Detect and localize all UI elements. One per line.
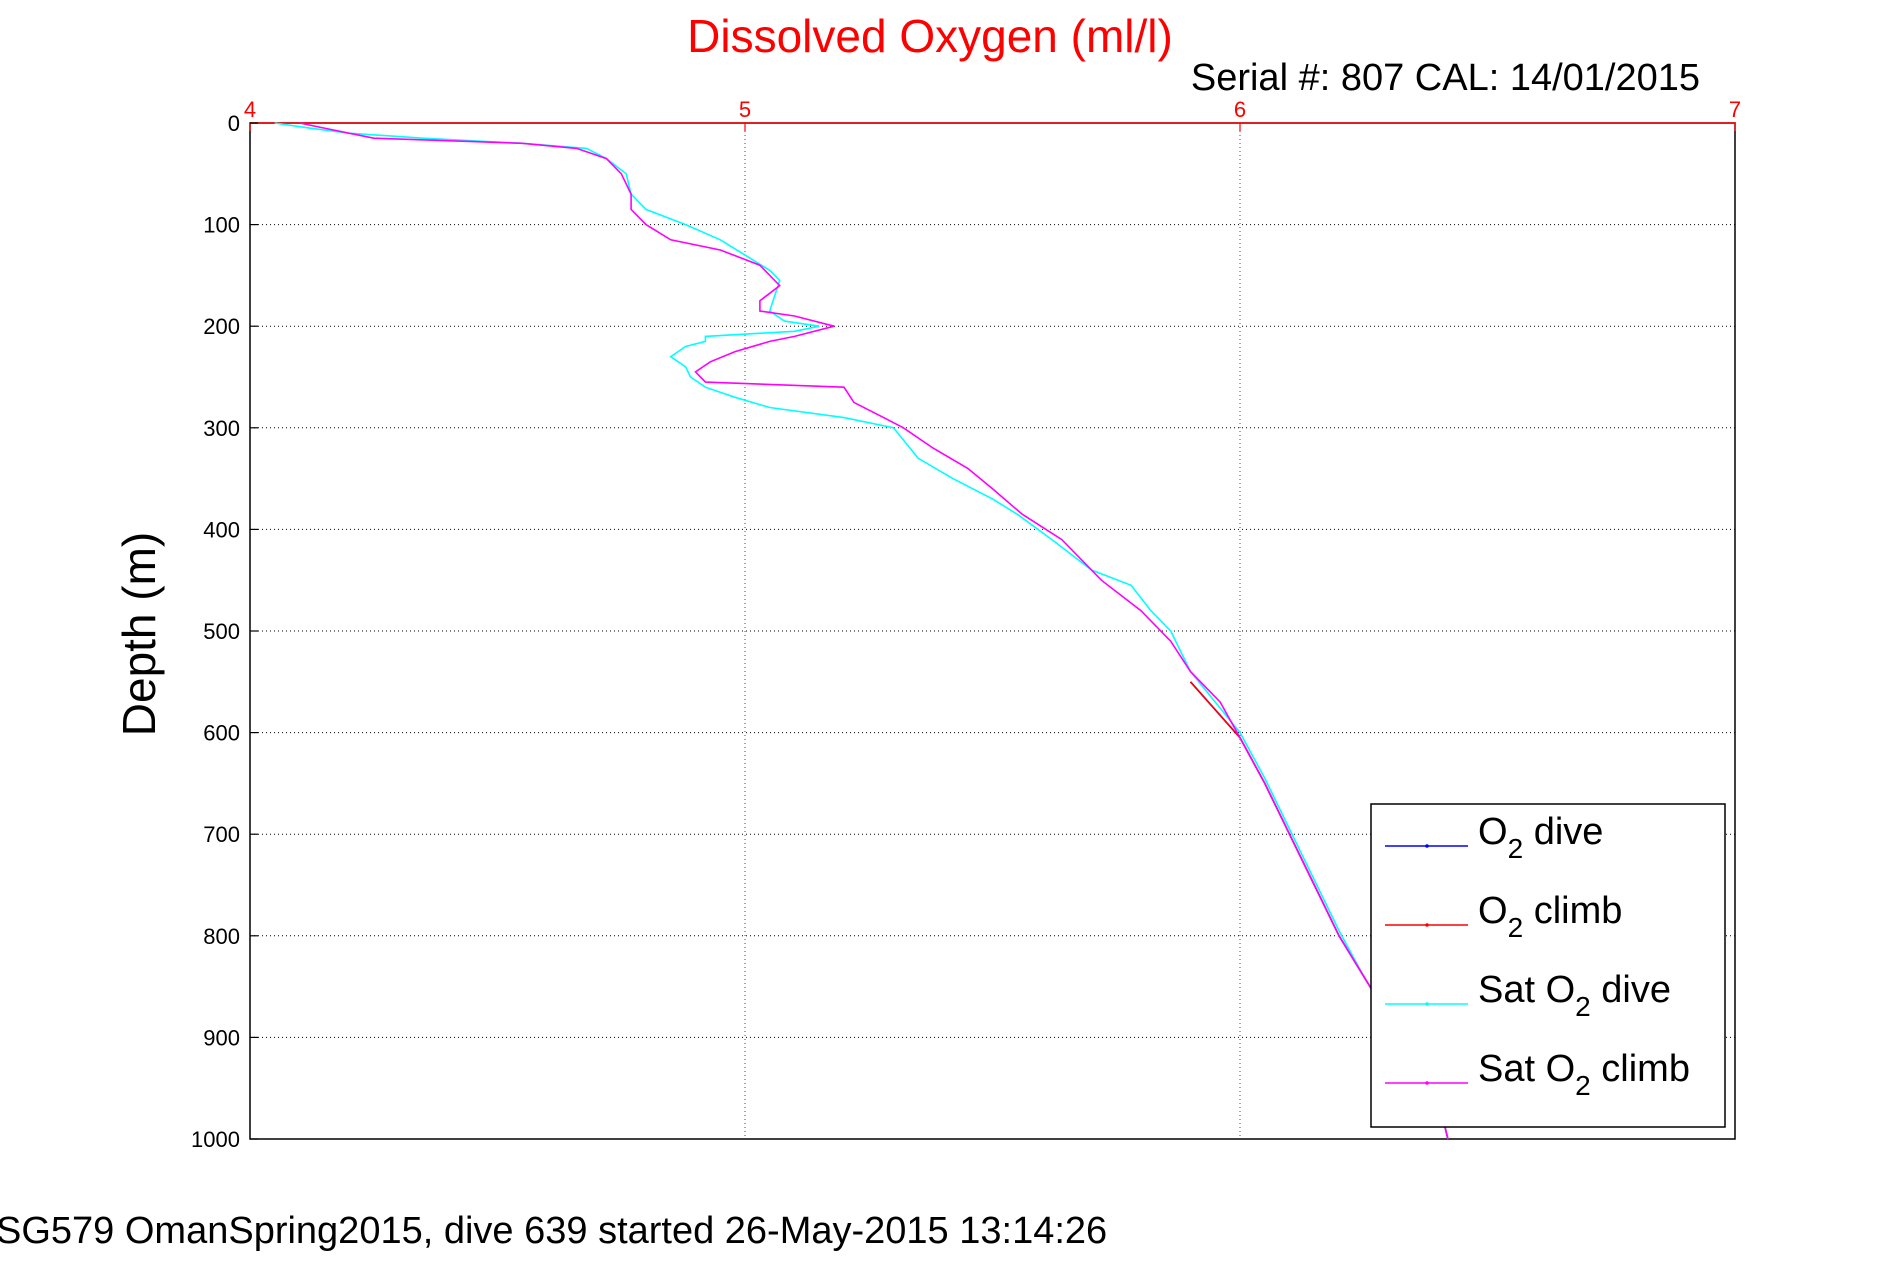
y-tick-label: 600 xyxy=(203,721,240,746)
dive-info-footer: SG579 OmanSpring2015, dive 639 started 2… xyxy=(0,1210,1108,1252)
legend-swatch-marker xyxy=(1425,1002,1429,1006)
top-axis-ticks: 4 5 6 7 xyxy=(244,97,1741,131)
legend-box xyxy=(1370,803,1726,1128)
y-tick-label: 700 xyxy=(203,822,240,847)
legend-label: O2 climb xyxy=(1478,890,1622,943)
y-tick-label: 900 xyxy=(203,1025,240,1050)
y-tick-label: 200 xyxy=(203,314,240,339)
y-tick-label: 1000 xyxy=(191,1127,240,1152)
x-tick-label: 5 xyxy=(739,97,751,122)
y-tick-label: 500 xyxy=(203,619,240,644)
legend-label: Sat O2 dive xyxy=(1478,969,1671,1022)
legend-swatch-marker xyxy=(1425,923,1429,927)
y-tick-label: 100 xyxy=(203,213,240,238)
left-axis-ticks: 0 100 200 300 400 500 600 700 800 900 1000 xyxy=(191,111,258,1152)
x-tick-label: 6 xyxy=(1234,97,1246,122)
series-line xyxy=(299,122,1449,1140)
y-tick-label: 400 xyxy=(203,517,240,542)
x-tick-label: 7 xyxy=(1729,97,1741,122)
y-axis-label: Depth (m) xyxy=(113,532,165,736)
legend: O2 dive O2 climb Sat O2 dive Sat O2 climb xyxy=(1370,803,1726,1128)
legend-swatch-marker xyxy=(1425,844,1429,848)
y-tick-label: 800 xyxy=(203,924,240,949)
y-tick-label: 0 xyxy=(228,111,240,136)
series-line xyxy=(274,122,1449,1140)
legend-label: Sat O2 climb xyxy=(1478,1048,1690,1101)
y-tick-label: 300 xyxy=(203,416,240,441)
chart-subtitle: Serial #: 807 CAL: 14/01/2015 xyxy=(1191,57,1700,99)
legend-label: O2 dive xyxy=(1478,811,1603,864)
chart-title: Dissolved Oxygen (ml/l) xyxy=(687,10,1173,62)
legend-swatch-marker xyxy=(1425,1081,1429,1085)
x-tick-label: 4 xyxy=(244,97,256,122)
